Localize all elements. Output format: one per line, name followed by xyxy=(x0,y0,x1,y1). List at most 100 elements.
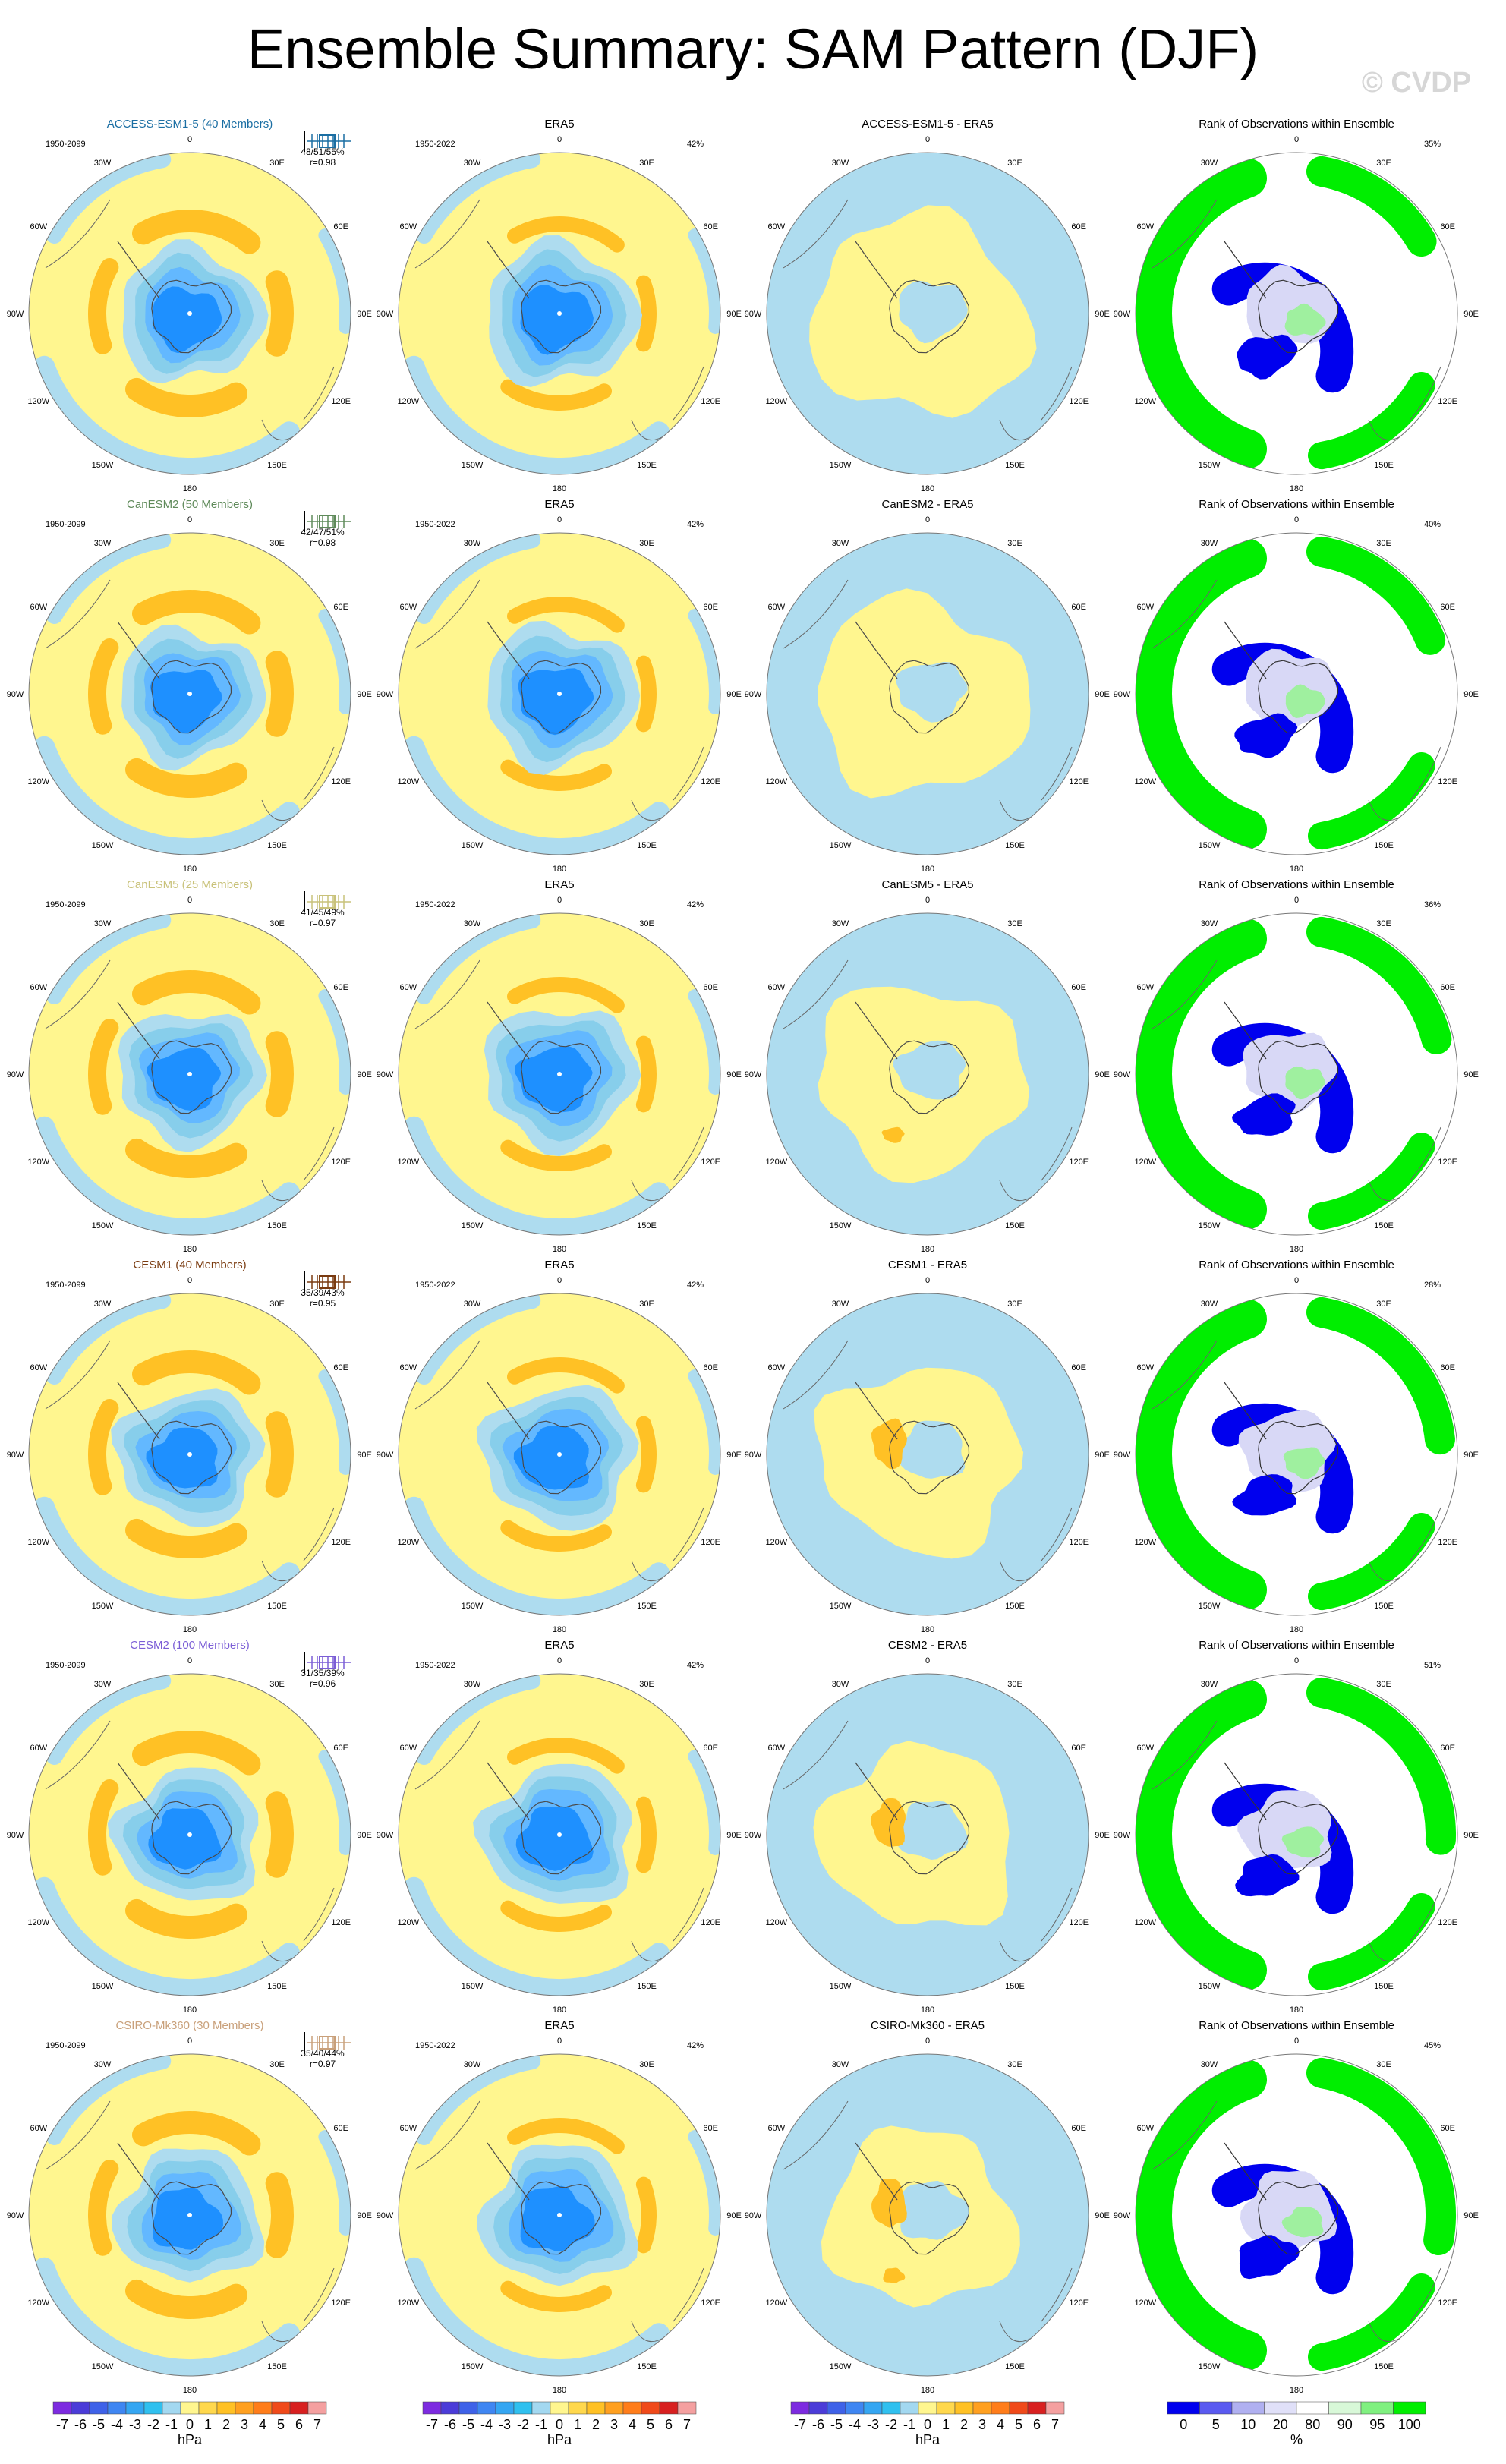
longitude-label: 120W xyxy=(765,777,787,786)
longitude-label: 60W xyxy=(1137,2124,1155,2133)
longitude-label: 150W xyxy=(92,2362,114,2371)
negative-diff-core xyxy=(896,1801,969,1860)
colorbar-tick-label: 2 xyxy=(222,2417,230,2432)
longitude-label: 150W xyxy=(830,841,852,850)
longitude-label: 150E xyxy=(1374,841,1394,850)
obs-title: ERA5 xyxy=(544,1259,574,1271)
longitude-label: 90W xyxy=(745,1451,762,1460)
anomaly-band xyxy=(265,2172,294,2258)
antarctica-coastline xyxy=(521,2181,602,2255)
longitude-label: 60E xyxy=(333,983,348,992)
longitude-label: 150E xyxy=(1374,1982,1394,1991)
longitude-label: 150W xyxy=(92,1602,114,1611)
map-field xyxy=(29,533,351,855)
longitude-label: 30E xyxy=(269,919,285,928)
australia-coastline xyxy=(1410,1126,1441,1181)
colorbar-tick-label: 6 xyxy=(665,2417,673,2432)
longitude-label: 90E xyxy=(357,1831,372,1840)
map-border xyxy=(766,1293,1089,1616)
longitude-label: 180 xyxy=(553,2006,566,2015)
negative-anomaly-4 xyxy=(520,285,594,355)
rank-light-green xyxy=(1281,2207,1324,2238)
colorbar-tick-label: -4 xyxy=(480,2417,493,2432)
south-america-coastline xyxy=(783,1720,849,1790)
longitude-label: 60W xyxy=(30,603,48,612)
anomaly-band xyxy=(1306,1297,1455,1455)
longitude-label: 120E xyxy=(701,1918,720,1927)
longitude-label: 180 xyxy=(553,865,566,874)
row-4: CESM2 (100 Members) 1950-2099 31/35/39%r=0… xyxy=(7,1639,1479,2015)
colorbar-tick-label: 0 xyxy=(1180,2417,1187,2432)
anomaly-band xyxy=(46,1293,172,1385)
longitude-label: 180 xyxy=(921,1625,934,1634)
obs-title: ERA5 xyxy=(544,878,574,891)
peninsula-coastline xyxy=(487,1382,530,1440)
longitude-label: 30E xyxy=(1376,1680,1391,1689)
longitude-label: 0 xyxy=(187,135,192,144)
diff-title: CanESM2 - ERA5 xyxy=(882,498,974,511)
colorbar-swatch xyxy=(235,2401,254,2415)
new-zealand-coastline xyxy=(631,799,666,821)
anomaly-band xyxy=(1306,1677,1456,1855)
colorbar-units: hPa xyxy=(547,2432,572,2447)
longitude-label: 90W xyxy=(376,1831,394,1840)
period-label: 1950-2022 xyxy=(415,140,455,149)
rank-title: Rank of Observations within Ensemble xyxy=(1199,2019,1394,2032)
antarctica-coastline xyxy=(151,279,232,354)
pole-marker xyxy=(187,311,192,316)
colorbar-swatch xyxy=(1009,2401,1029,2415)
longitude-label: 60W xyxy=(400,1744,417,1753)
map-border xyxy=(766,1673,1089,1996)
period-label: 1950-2099 xyxy=(46,520,86,529)
anomaly-band xyxy=(635,1035,657,1113)
rank-percent: 45% xyxy=(1424,2041,1441,2050)
anomaly-band xyxy=(125,2279,247,2319)
colorbar-tick-label: 5 xyxy=(1015,2417,1022,2432)
colorbar-swatch xyxy=(827,2401,846,2415)
longitude-label: 30W xyxy=(1201,1300,1218,1309)
longitude-label: 180 xyxy=(183,2386,197,2395)
longitude-label: 90E xyxy=(357,2211,372,2220)
colorbar-tick-label: -3 xyxy=(129,2417,141,2432)
anomaly-band xyxy=(500,2280,612,2312)
longitude-label: 150W xyxy=(462,1221,484,1230)
longitude-label: 150E xyxy=(1374,1602,1394,1611)
longitude-label: 60E xyxy=(1071,1363,1086,1372)
new-zealand-coastline xyxy=(631,419,666,441)
colorbar-swatch xyxy=(604,2401,624,2415)
new-zealand-coastline xyxy=(1368,799,1404,821)
longitude-label: 30E xyxy=(269,1680,285,1689)
longitude-label: 60W xyxy=(768,222,786,232)
longitude-label: 60E xyxy=(1071,1744,1086,1753)
longitude-label: 60W xyxy=(400,1363,417,1372)
longitude-label: 180 xyxy=(921,2386,934,2395)
south-america-coastline xyxy=(414,579,480,649)
colorbar-tick-label: -4 xyxy=(849,2417,861,2432)
colorbar-swatch xyxy=(881,2401,901,2415)
anomaly-band xyxy=(403,355,670,474)
peninsula-coastline xyxy=(855,1001,898,1060)
map-border xyxy=(398,532,721,855)
longitude-label: 120W xyxy=(765,2299,787,2308)
colorbar-rank: 0 5 10 20 80 90 95 100% xyxy=(1167,2401,1426,2447)
longitude-label: 150W xyxy=(462,1982,484,1991)
longitude-label: 120E xyxy=(1438,1918,1457,1927)
longitude-label: 120E xyxy=(1069,1918,1089,1927)
map-field xyxy=(1136,533,1457,855)
colorbar-tick-label: -2 xyxy=(517,2417,529,2432)
map-border xyxy=(1135,912,1458,1236)
colorbar-tick-label: 1 xyxy=(204,2417,212,2432)
anomaly-band xyxy=(635,2176,657,2254)
new-zealand-coastline xyxy=(261,1940,297,1962)
positive-diff-spot xyxy=(871,1418,907,1470)
colorbar-tick-label: -2 xyxy=(147,2417,159,2432)
diff-title: ACCESS-ESM1-5 - ERA5 xyxy=(862,118,993,131)
longitude-label: 180 xyxy=(183,1625,197,1634)
anomaly-band xyxy=(688,1750,720,1855)
longitude-label: 60E xyxy=(703,222,718,232)
longitude-label: 60E xyxy=(1071,222,1086,232)
colorbar-tick-label: -3 xyxy=(867,2417,879,2432)
rank-blue-lobe xyxy=(1231,1093,1296,1136)
south-america-coastline xyxy=(45,1340,111,1410)
longitude-label: 150E xyxy=(637,841,657,850)
